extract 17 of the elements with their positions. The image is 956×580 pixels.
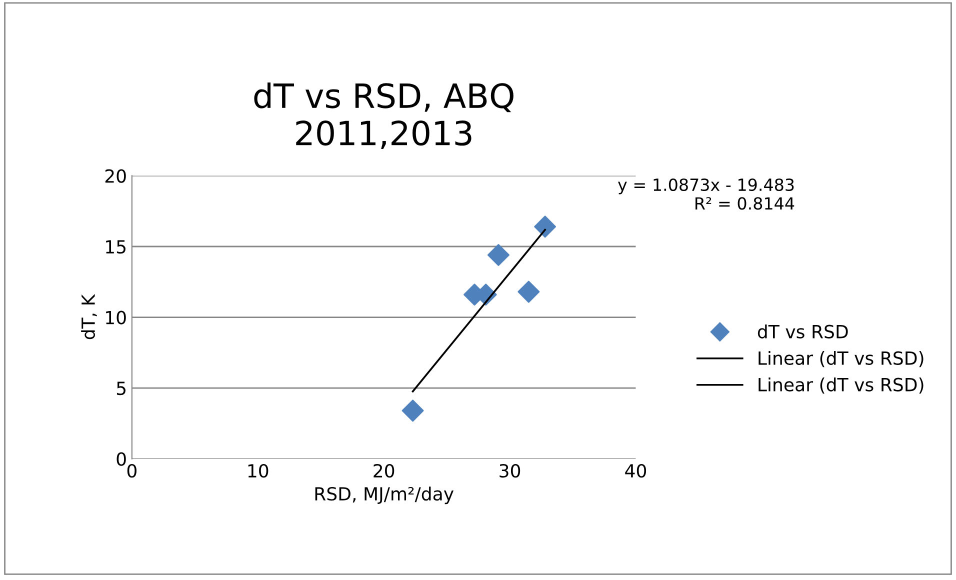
y-tick-label: 5 [116,382,126,396]
x-tick-label: 10 [248,464,268,478]
x-tick-label: 40 [625,464,646,478]
y-tick-label: 10 [106,310,126,324]
x-axis-title: RSD, MJ/m²/day [315,486,454,504]
legend-label: dT vs RSD [758,324,848,338]
legend-label: Linear (dT vs RSD) [758,350,924,368]
annotation: y = 1.0873x - 19.483 R² = 0.8144 [618,178,794,210]
y-axis-title: dT, K [81,294,97,340]
chart-title: dT vs RSD, ABQ 2011,2013 [254,82,514,150]
x-tick-label: 20 [374,464,394,478]
y-tick-label: 15 [106,240,126,254]
x-tick-label: 0 [127,464,136,478]
x-tick-label: 30 [500,464,520,478]
legend-label: Linear (dT vs RSD) [758,377,924,394]
y-tick-label: 20 [105,169,126,183]
y-tick-label: 0 [116,452,126,466]
